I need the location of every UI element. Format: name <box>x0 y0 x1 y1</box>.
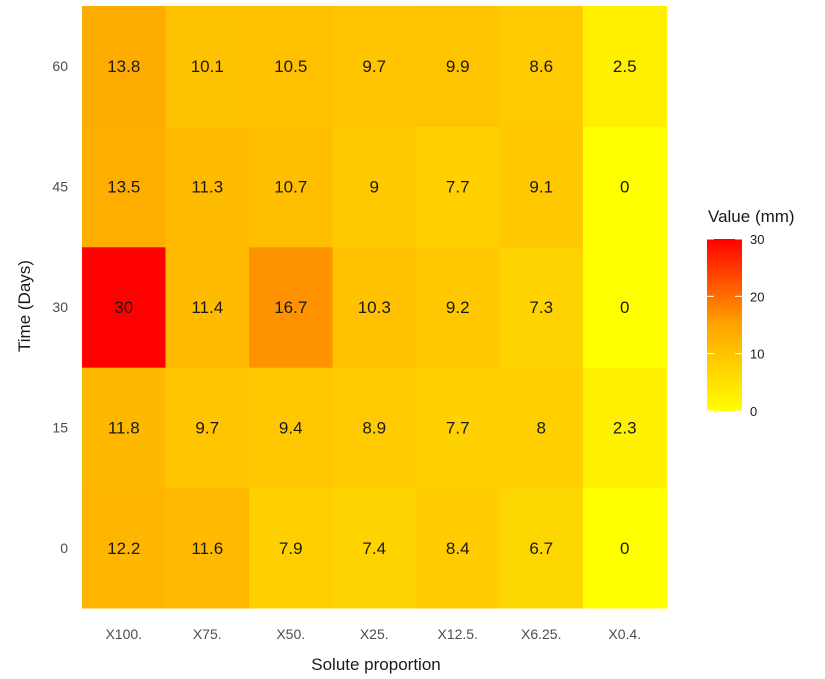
cell-value-label: 0 <box>620 539 629 558</box>
cell-value-label: 9.9 <box>446 57 470 76</box>
heatmap-cell <box>499 487 584 609</box>
heatmap-cell <box>82 6 166 127</box>
heatmap-cell <box>416 246 500 368</box>
heatmap-cell <box>249 6 333 127</box>
heatmap-cell <box>165 6 250 127</box>
cell-value-label: 30 <box>114 298 133 317</box>
heatmap-cell <box>332 367 417 489</box>
x-axis-title: Solute proportion <box>311 655 440 674</box>
heatmap-cell <box>249 367 333 489</box>
legend-color-bar <box>707 239 742 411</box>
heatmap-cell <box>583 126 667 248</box>
heatmap-cell <box>249 126 333 248</box>
heatmap-cells <box>82 6 667 609</box>
x-tick-label: X75. <box>193 626 222 642</box>
cell-value-label: 7.9 <box>279 539 303 558</box>
cell-value-label: 10.1 <box>191 57 224 76</box>
cell-value-label: 9.7 <box>362 57 386 76</box>
legend-tick-label: 30 <box>750 232 764 247</box>
y-tick-label: 45 <box>52 179 68 195</box>
cell-value-label: 2.3 <box>613 418 637 437</box>
cell-value-labels: 12.2 11.6 7.9 7.4 8.4 6.7 0 11.8 9.7 9.4 8.9 7.7 8 2.… <box>107 57 636 558</box>
y-axis-ticks: 0 15 30 45 60 <box>52 58 68 556</box>
heatmap-cell <box>82 246 166 368</box>
cell-value-label: 10.5 <box>274 57 307 76</box>
cell-value-label: 10.3 <box>358 298 391 317</box>
heatmap-cell <box>82 126 166 248</box>
x-tick-label: X6.25. <box>521 626 561 642</box>
heatmap-cell <box>165 246 250 368</box>
heatmap-cell <box>165 367 250 489</box>
y-tick-label: 30 <box>52 299 68 315</box>
cell-value-label: 12.2 <box>107 539 140 558</box>
cell-value-label: 2.5 <box>613 57 637 76</box>
heatmap-cell <box>583 487 667 609</box>
cell-value-label: 13.8 <box>107 57 140 76</box>
x-tick-label: X25. <box>360 626 389 642</box>
x-tick-label: X12.5. <box>438 626 478 642</box>
cell-value-label: 7.7 <box>446 418 470 437</box>
heatmap-cell <box>332 126 417 248</box>
x-tick-label: X0.4. <box>608 626 641 642</box>
cell-value-label: 7.4 <box>362 539 386 558</box>
cell-value-label: 11.6 <box>191 539 223 558</box>
heatmap-cell <box>82 487 166 609</box>
heatmap-cell <box>249 487 333 609</box>
heatmap-cell <box>416 6 500 127</box>
heatmap-cell <box>416 487 500 609</box>
cell-value-label: 6.7 <box>529 539 553 558</box>
cell-value-label: 9.2 <box>446 298 470 317</box>
y-tick-label: 60 <box>52 58 68 74</box>
cell-value-label: 0 <box>620 178 629 197</box>
cell-value-label: 7.7 <box>446 178 470 197</box>
heatmap-cell <box>332 6 417 127</box>
heatmap-cell <box>165 126 250 248</box>
cell-value-label: 11.4 <box>191 298 223 317</box>
x-tick-label: X50. <box>276 626 305 642</box>
heatmap-cell <box>416 126 500 248</box>
color-legend: Value (mm) 0 10 20 30 <box>707 207 795 419</box>
heatmap-cell <box>583 246 667 368</box>
legend-tick-label: 10 <box>750 347 764 362</box>
cell-value-label: 9.1 <box>529 178 553 197</box>
cell-value-label: 0 <box>620 298 629 317</box>
y-tick-label: 0 <box>60 540 68 556</box>
cell-value-label: 9 <box>370 178 379 197</box>
cell-value-label: 16.7 <box>274 298 307 317</box>
legend-ticks: 0 10 20 30 <box>707 232 764 419</box>
y-tick-label: 15 <box>52 419 68 435</box>
heatmap-cell <box>165 487 250 609</box>
x-axis-ticks: X100. X75. X50. X25. X12.5. X6.25. X0.4. <box>105 626 641 642</box>
legend-title: Value (mm) <box>708 207 795 226</box>
cell-value-label: 9.4 <box>279 418 303 437</box>
heatmap-cell <box>499 126 584 248</box>
legend-tick-label: 20 <box>750 289 764 304</box>
cell-value-label: 8.9 <box>362 418 386 437</box>
heatmap-cell <box>499 6 584 127</box>
cell-value-label: 8 <box>537 418 546 437</box>
heatmap-cell <box>332 487 417 609</box>
heatmap-cell <box>416 367 500 489</box>
cell-value-label: 13.5 <box>107 178 140 197</box>
cell-value-label: 11.8 <box>108 418 140 437</box>
x-tick-label: X100. <box>105 626 142 642</box>
legend-tick-label: 0 <box>750 404 757 419</box>
heatmap-cell <box>499 246 584 368</box>
y-axis-title: Time (Days) <box>15 260 34 352</box>
cell-value-label: 11.3 <box>191 178 223 197</box>
cell-value-label: 7.3 <box>529 298 553 317</box>
heatmap-cell <box>583 6 667 127</box>
cell-value-label: 8.6 <box>529 57 553 76</box>
heatmap-cell <box>499 367 584 489</box>
cell-value-label: 9.7 <box>195 418 219 437</box>
heatmap-cell <box>82 367 166 489</box>
heatmap-cell <box>583 367 667 489</box>
heatmap-cell <box>249 246 333 368</box>
heatmap-cell <box>332 246 417 368</box>
cell-value-label: 8.4 <box>446 539 470 558</box>
cell-value-label: 10.7 <box>274 178 307 197</box>
